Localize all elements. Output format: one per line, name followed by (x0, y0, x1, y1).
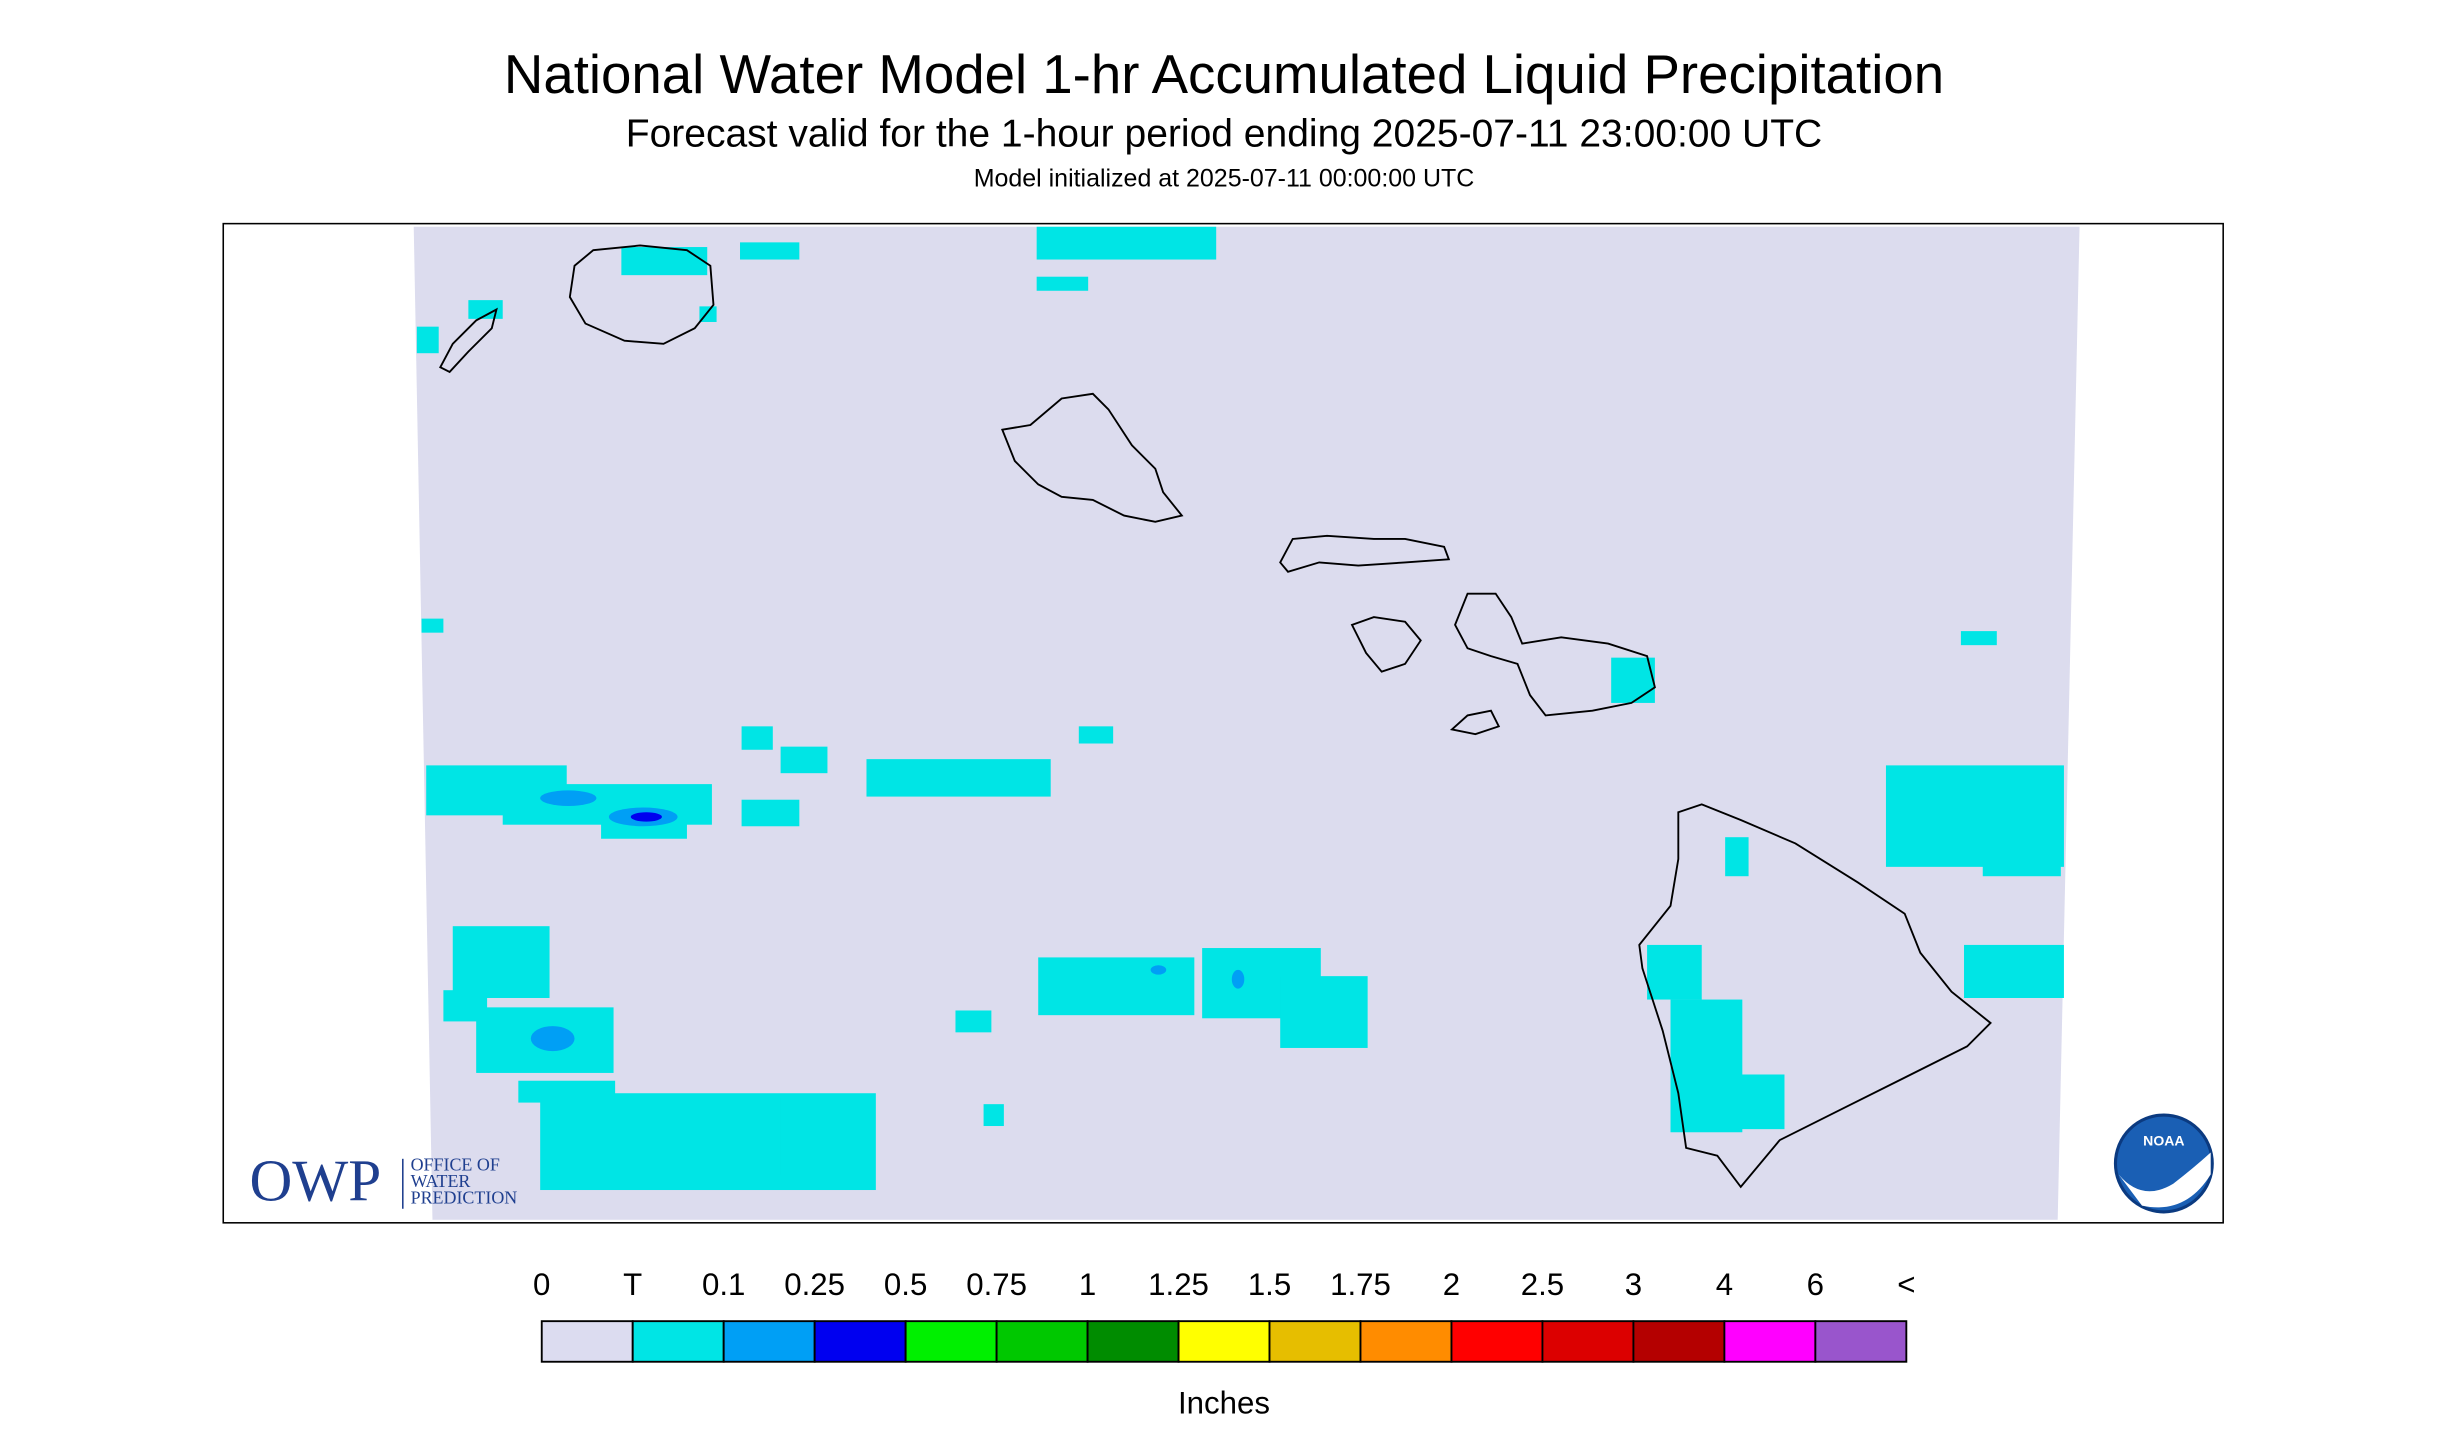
legend: 0 T 0.1 0.25 0.5 0.75 1 1.25 1.5 1.75 2 2.5 3 4 6 < (533, 1267, 1915, 1363)
legend-swatch (1723, 1320, 1817, 1363)
precip-areas (416, 226, 2064, 1191)
legend-label: 1.75 (1330, 1267, 1391, 1302)
owp-subtext: OFFICE OF (411, 1155, 500, 1175)
subtitle: Forecast valid for the 1-hour period end… (626, 113, 1822, 156)
legend-label: 1.5 (1248, 1267, 1291, 1302)
legend-label: < (1897, 1267, 1915, 1302)
legend-label: 0.75 (966, 1267, 1027, 1302)
legend-swatch (1450, 1320, 1544, 1363)
legend-label: 4 (1716, 1267, 1733, 1302)
legend-label: T (623, 1267, 642, 1302)
legend-label: 3 (1625, 1267, 1642, 1302)
legend-label: 0.25 (784, 1267, 845, 1302)
legend-label: 0.5 (884, 1267, 927, 1302)
coastlines (438, 244, 1992, 1189)
legend-swatch (1632, 1320, 1726, 1363)
legend-label: 1 (1079, 1267, 1096, 1302)
noaa-text: NOAA (2143, 1132, 2184, 1148)
legend-unit: Inches (1178, 1386, 1270, 1421)
owp-logo: OWP (249, 1148, 381, 1214)
legend-swatch (904, 1320, 998, 1363)
legend-swatch (722, 1320, 816, 1363)
legend-label: 6 (1807, 1267, 1824, 1302)
legend-label: 0.1 (702, 1267, 745, 1302)
legend-swatch (1086, 1320, 1180, 1363)
legend-swatch (1359, 1320, 1453, 1363)
legend-swatch (1268, 1320, 1362, 1363)
legend-swatch (540, 1320, 634, 1363)
legend-label: 1.25 (1148, 1267, 1209, 1302)
noaa-logo: NOAA (2113, 1113, 2214, 1214)
legend-swatch (1541, 1320, 1635, 1363)
legend-swatch (1177, 1320, 1271, 1363)
legend-swatch (631, 1320, 725, 1363)
legend-swatch (1814, 1320, 1908, 1363)
legend-label: 0 (533, 1267, 550, 1302)
legend-swatch (995, 1320, 1089, 1363)
legend-swatch (813, 1320, 907, 1363)
model-domain (413, 226, 2080, 1220)
title: National Water Model 1-hr Accumulated Li… (504, 44, 1944, 105)
owp-subtext: PREDICTION (411, 1188, 518, 1208)
legend-label: 2.5 (1521, 1267, 1564, 1302)
legend-label: 2 (1443, 1267, 1460, 1302)
init-time: Model initialized at 2025-07-11 00:00:00… (974, 165, 1475, 193)
owp-subtext: WATER (411, 1171, 471, 1191)
